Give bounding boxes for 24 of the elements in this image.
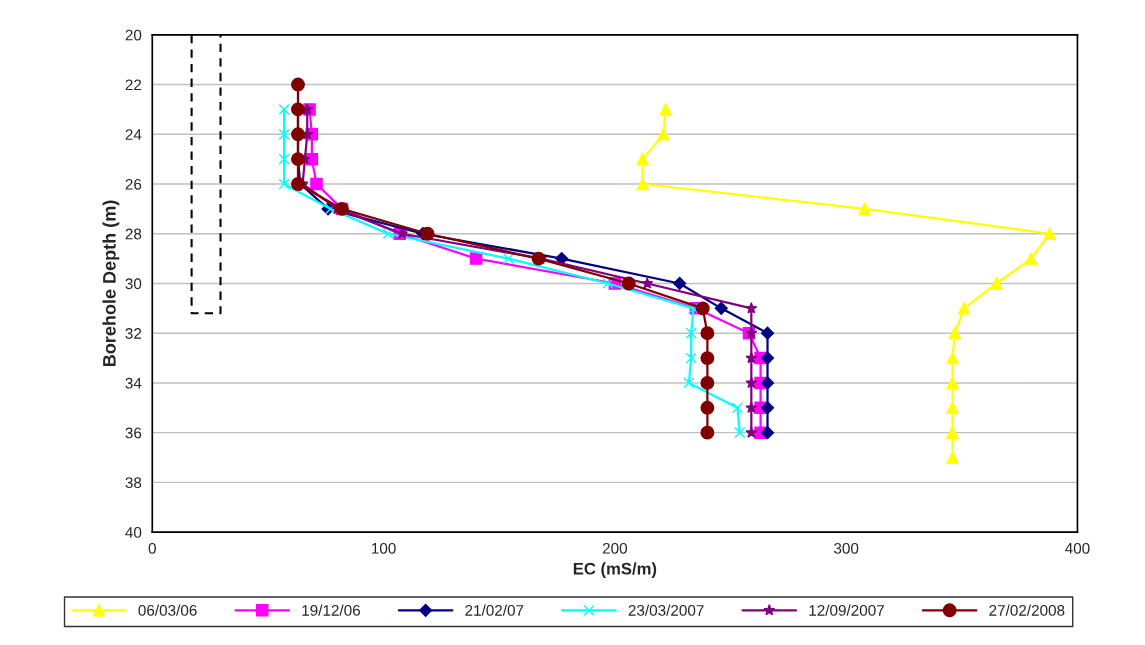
x-tick-label: 200 [602,542,628,554]
y-tick-label: 38 [125,477,142,489]
y-tick-label: 24 [125,129,142,140]
x-tick-label: 100 [372,542,396,554]
y-tick-label: 26 [125,178,142,190]
y-tick-label: 32 [125,328,142,339]
y-tick-label: 28 [125,228,142,240]
legend-label: 12/09/2007 [809,604,884,616]
y-tick-label: 20 [125,29,142,41]
legend-label: 27/02/2008 [989,604,1065,616]
y-tick-label: 40 [125,526,142,538]
legend-label: 23/03/2007 [628,604,704,616]
legend-label: 19/12/06 [302,604,360,616]
y-tick-label: 30 [125,278,142,290]
x-tick-label: 300 [833,542,859,554]
y-tick-label: 22 [125,79,142,91]
y-tick-label: 34 [125,377,142,389]
x-tick-label: 400 [1065,542,1090,554]
x-tick-label: 0 [148,542,156,554]
x-axis-title: EC (mS/m) [573,562,657,578]
legend-label: 21/02/07 [465,604,524,616]
legend-label: 06/03/06 [138,604,197,616]
y-axis-title: Borehole Depth (m) [102,200,120,367]
y-tick-label: 36 [125,427,142,439]
